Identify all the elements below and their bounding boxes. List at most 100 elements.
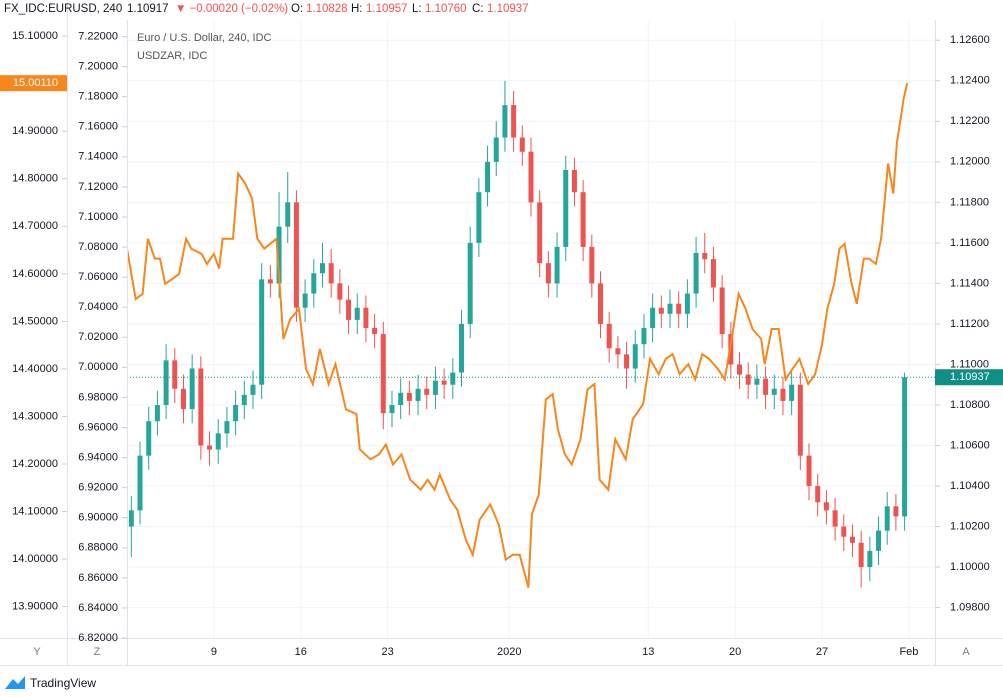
candle-body [493,137,499,162]
y3-tick-label: 6.90000 [78,512,118,524]
brand-name: TradingView [30,676,96,690]
candle-body [589,246,595,284]
candle-body [163,360,169,405]
y-tick-label: 1.11400 [950,277,989,289]
candle-body [771,388,777,395]
candle-body [867,550,873,568]
candle-body [702,253,708,260]
last-value-label: 15.00110 [13,77,58,89]
candle-body [502,105,508,138]
candle-body [537,202,543,264]
candle-body [485,161,491,193]
candle-body [198,368,204,446]
candle-body [415,388,421,401]
candle-body [789,384,795,401]
candle-body [432,380,438,395]
y3-tick-label: 7.18000 [78,91,118,103]
x-tick-label: 13 [642,646,654,658]
high-label: H: [351,3,363,15]
candle-body [719,287,725,335]
candle-body [476,192,482,243]
candle-body [180,388,186,410]
candle-body [763,378,769,395]
candle-body [815,486,821,503]
close-label: C: [472,3,484,15]
candle-body [606,323,612,349]
y2-tick-label: 13.90000 [12,601,58,613]
header: FX_IDC:EURUSD, 240 1.10917 ▼ −0.00020 (−… [4,3,529,15]
y-tick-label: 1.12200 [950,115,990,127]
y3-tick-label: 6.86000 [78,572,118,584]
button[interactable]: Y [33,646,41,658]
candle-body [311,273,317,294]
candle-body [441,380,447,385]
brand: TradingView [5,676,96,690]
y3-tick-label: 6.82000 [78,632,118,644]
candle-body [154,404,160,422]
candle-body [684,293,690,314]
y3-tick-label: 6.84000 [78,602,118,614]
candle-body [693,253,699,294]
candle-body [902,377,908,517]
candle-body [841,526,847,537]
candle-body [806,455,812,487]
candle-body [876,530,882,551]
open-label: O: [291,3,303,15]
y-tick-label: 1.10400 [950,480,990,492]
x-tick-label: 27 [816,646,828,658]
y2-tick-label: 14.20000 [12,458,58,470]
y2-tick-label: 14.60000 [12,268,58,280]
candle-body [241,394,247,405]
y2-tick-label: 14.10000 [12,505,58,517]
last-price-tag [935,369,1003,386]
open-value: 1.10828 [306,3,348,15]
line-series [127,82,909,588]
candle-body [398,392,404,405]
y2-tick-label: 14.00000 [12,553,58,565]
y3-tick-label: 7.08000 [78,241,118,253]
symbol: FX_IDC:EURUSD, 240 [4,3,122,15]
x-tick-label: Feb [899,646,918,658]
y-tick-label: 1.11800 [950,196,989,208]
candle-body [137,455,143,511]
y3-tick-label: 7.20000 [78,61,118,73]
candle-body [406,392,412,401]
candle-body [545,263,551,284]
low-value: 1.10760 [425,3,467,15]
y-tick-label: 1.12000 [950,156,990,168]
change: ▼ −0.00020 (−0.02%) [175,3,288,15]
candle-body [207,445,213,450]
candle-body [467,242,473,324]
button[interactable]: Z [94,646,101,658]
axes: 9 16 23 2020 13 20 27 Feb 1.09800 1.10000 1.10200 1… [0,0,1003,666]
y3-tick-label: 7.06000 [78,271,118,283]
candle-body [224,421,230,434]
x-tick-label: 2020 [497,646,521,658]
candle-body [346,299,352,320]
x-tick-label: 9 [211,646,217,658]
y-tick-label: 1.10800 [950,399,990,411]
candle-body [450,372,456,385]
y-tick-label: 1.10600 [950,439,990,451]
y3-tick-label: 6.98000 [78,391,118,403]
last-price: 1.10917 [127,3,169,15]
candle-body [624,354,630,369]
candle-body [858,542,864,568]
y2-tick-label: 14.30000 [12,410,58,422]
candle-body [849,536,855,543]
button[interactable]: A [962,646,970,658]
last-price-label: 1.10937 [950,371,990,383]
candle-body [563,169,569,247]
scale-buttons: Y Z A [33,646,970,658]
candle-body [189,368,195,410]
y-tick-label: 1.09800 [950,602,990,614]
y-tick-label: 1.11200 [950,318,989,330]
y3-tick-label: 6.92000 [78,482,118,494]
y2-tick-label: 14.90000 [12,125,58,137]
candle-body [267,279,273,284]
candle-body [641,327,647,345]
candle-body [128,510,134,527]
candle-body [293,202,299,308]
candle-body [676,303,682,314]
y3-tick-label: 7.00000 [78,361,118,373]
